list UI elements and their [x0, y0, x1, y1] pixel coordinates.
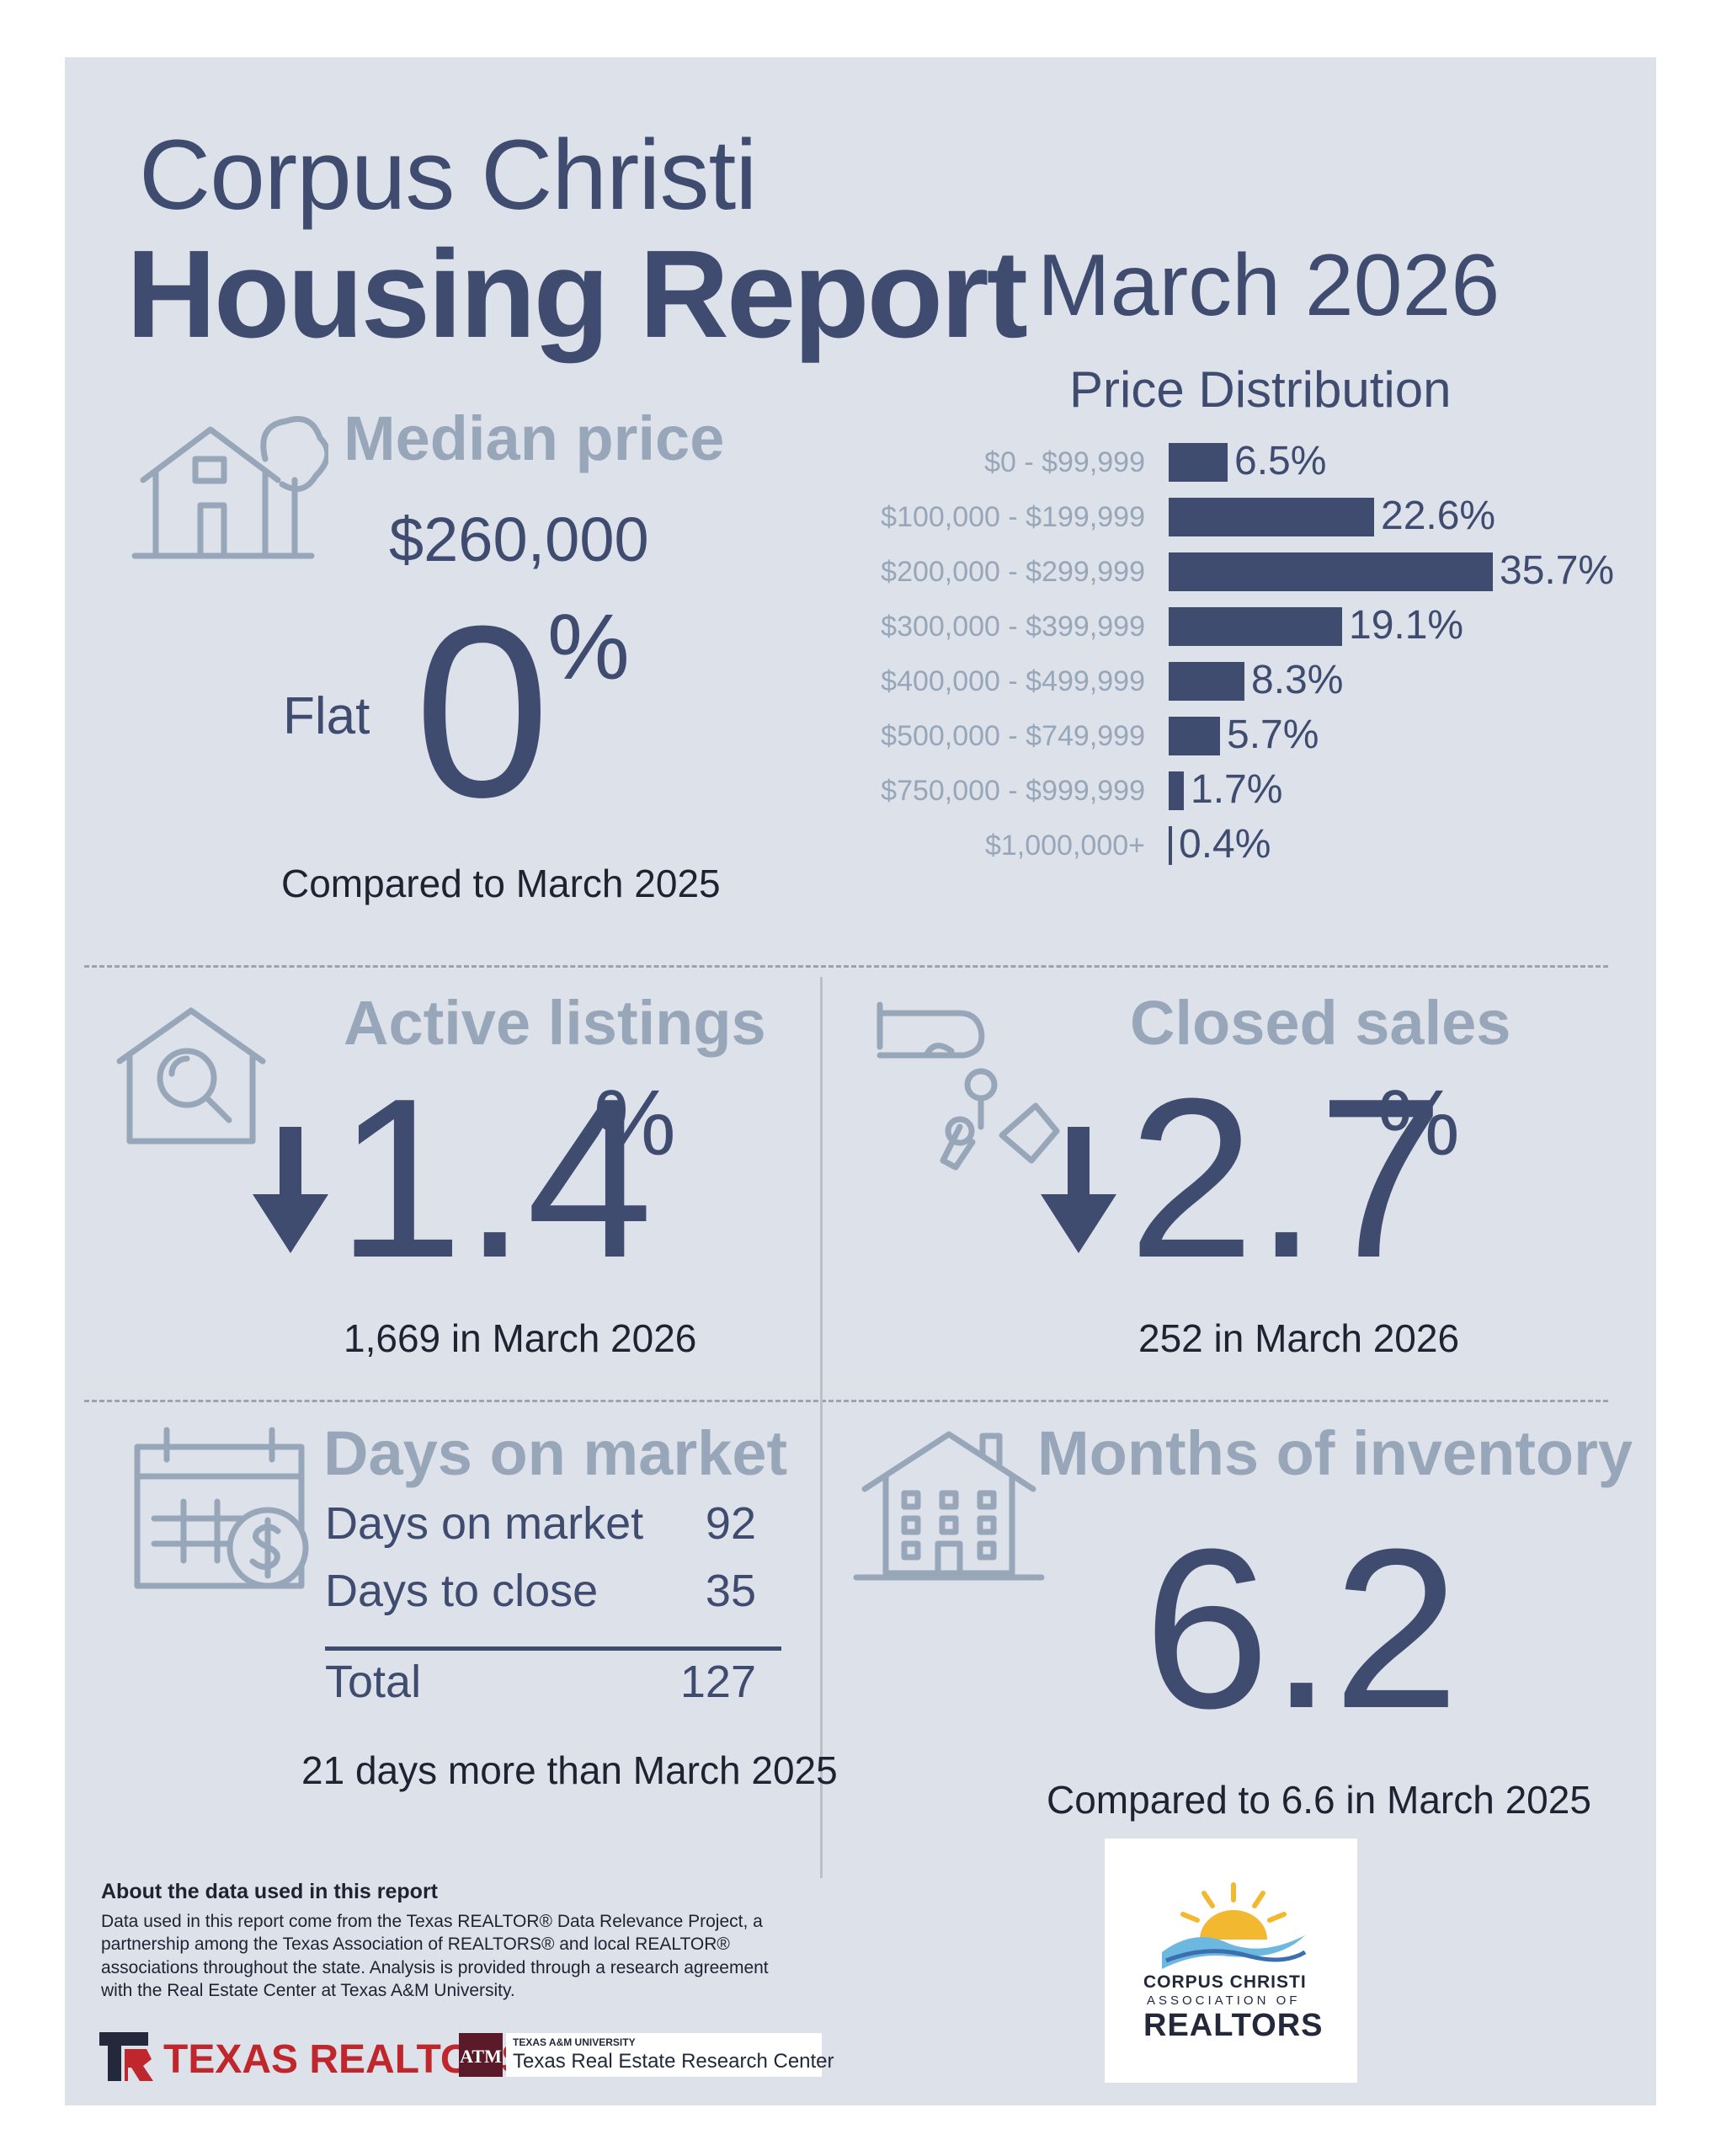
closed-sales-unit: % [1377, 1071, 1460, 1175]
down-arrow-icon [253, 1127, 328, 1253]
median-price-value: $260,000 [389, 504, 649, 574]
price-range-label: $0 - $99,999 [984, 446, 1145, 478]
price-bar-value: 19.1% [1349, 603, 1464, 648]
price-bar [1169, 443, 1228, 482]
price-distribution-title: Price Distribution [1069, 361, 1452, 418]
divider-middle [84, 1400, 1608, 1402]
calendar-dollar-icon [134, 1427, 309, 1589]
svg-text:ATM: ATM [460, 2046, 502, 2067]
price-range-label: $200,000 - $299,999 [881, 556, 1145, 588]
tamu-logo-icon: ATM [459, 2033, 503, 2077]
dom-comparison: 21 days more than March 2025 [301, 1748, 838, 1792]
tamu-university-text: TEXAS A&M UNIVERSITY [513, 2036, 636, 2048]
price-bar-value: 22.6% [1381, 494, 1496, 538]
price-bar-value: 35.7% [1500, 548, 1615, 593]
price-range-label: $400,000 - $499,999 [881, 665, 1145, 697]
price-bar [1169, 607, 1342, 646]
tamu-logo-box [506, 2033, 822, 2077]
price-bar-value: 1.7% [1191, 767, 1283, 812]
dom-total-rule [325, 1646, 781, 1651]
months-inventory-value: 6.2 [1143, 1502, 1460, 1756]
median-change-unit: % [547, 595, 630, 699]
ccar-line-3: REALTORS [1143, 2008, 1324, 2043]
house-tree-icon [131, 416, 328, 559]
median-comparison: Compared to March 2025 [281, 862, 721, 905]
ccar-line-2: ASSOCIATION OF [1147, 1993, 1301, 2008]
price-bar-value: 0.4% [1179, 822, 1271, 867]
active-listings-unit: % [594, 1071, 676, 1175]
price-bar [1169, 717, 1220, 755]
divider-vertical [820, 977, 823, 1878]
price-range-label: $750,000 - $999,999 [881, 775, 1145, 807]
closed-sales-change: 2.7 [1128, 1052, 1445, 1305]
closed-sales-title: Closed sales [1130, 988, 1511, 1058]
closed-sales-detail: 252 in March 2026 [1138, 1316, 1460, 1360]
dom-row-value: 92 [705, 1498, 756, 1549]
dom-row-value: 35 [705, 1566, 756, 1616]
active-listings-title: Active listings [344, 988, 766, 1058]
price-range-label: $100,000 - $199,999 [881, 501, 1145, 533]
price-bar-value: 6.5% [1234, 439, 1327, 483]
price-range-label: $1,000,000+ [984, 830, 1145, 862]
price-bar [1169, 826, 1172, 865]
price-bar-value: 8.3% [1251, 658, 1344, 702]
active-listings-change: 1.4 [337, 1052, 653, 1305]
report-panel [65, 57, 1656, 2105]
report-month: March 2026 [1037, 237, 1500, 334]
ccar-logo-box [1105, 1838, 1357, 2083]
months-inventory-title: Months of inventory [1037, 1418, 1633, 1488]
hand-key-icon [876, 1001, 1060, 1171]
dom-row-label: Days to close [325, 1566, 599, 1616]
down-arrow-icon [1041, 1127, 1116, 1253]
price-bar [1169, 498, 1374, 536]
median-change-value: 0 [414, 575, 551, 848]
about-heading: About the data used in this report [101, 1880, 439, 1903]
sun-wave-logo-icon [1162, 1882, 1307, 1969]
tamu-center-text: Texas Real Estate Research Center [513, 2050, 834, 2073]
house-search-icon [116, 1007, 266, 1145]
price-range-label: $500,000 - $749,999 [881, 720, 1145, 752]
dom-row-label: Days on market [325, 1498, 644, 1549]
ccar-line-1: CORPUS CHRISTI [1143, 1972, 1307, 1992]
price-bar [1169, 771, 1184, 810]
price-range-label: $300,000 - $399,999 [881, 611, 1145, 643]
price-bar-value: 5.7% [1227, 712, 1319, 757]
report-title: Housing Report [126, 225, 1028, 364]
median-direction: Flat [283, 687, 370, 745]
divider-top [84, 965, 1608, 968]
apartment-building-icon [853, 1431, 1045, 1581]
dom-total-label: Total [325, 1657, 422, 1707]
days-on-market-title: Days on market [323, 1418, 788, 1488]
months-inventory-comparison: Compared to 6.6 in March 2025 [1047, 1778, 1591, 1822]
about-body: Data used in this report come from the T… [101, 1912, 769, 2000]
city-title: Corpus Christi [139, 120, 758, 231]
active-listings-detail: 1,669 in March 2026 [344, 1316, 697, 1360]
median-price-title: Median price [344, 403, 725, 473]
texas-realtors-logo [99, 2032, 153, 2081]
dom-total-value: 127 [679, 1657, 756, 1707]
price-bar [1169, 552, 1493, 591]
price-bar [1169, 662, 1244, 701]
